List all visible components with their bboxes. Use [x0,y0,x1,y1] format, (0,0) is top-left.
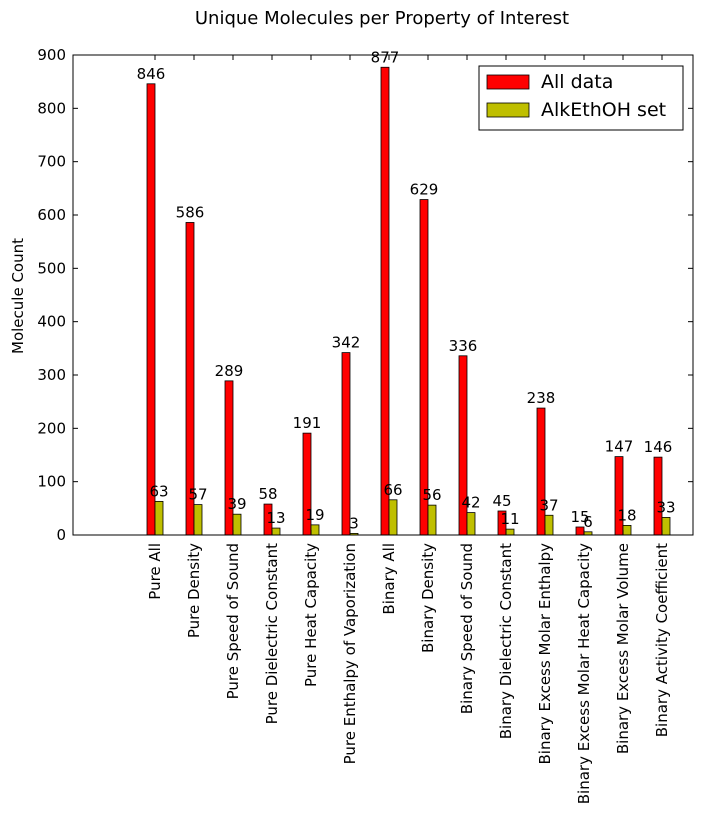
bar-alkethoh-set [427,504,437,536]
bar-all-data [341,352,351,536]
bar-value-label: 336 [449,337,478,355]
x-tick-label: Binary Excess Molar Enthalpy [536,543,554,765]
bar-all-data [419,199,429,536]
bar-all-data [146,83,156,536]
bar-value-label: 15 [570,508,589,526]
legend-label: AlkEthOH set [541,99,666,121]
chart-title: Unique Molecules per Property of Interes… [195,8,569,29]
x-tick-label: Binary Speed of Sound [458,543,476,714]
y-tick-label: 600 [37,206,66,224]
bar-value-label: 33 [656,498,675,516]
x-tick-label: Pure All [146,543,164,600]
y-tick-label: 800 [37,99,66,117]
bar-value-label: 289 [215,362,244,380]
bar-value-label: 42 [461,494,480,512]
bar-value-label: 56 [422,486,441,504]
bar-alkethoh-set [388,499,398,536]
bar-value-label: 66 [383,481,402,499]
bar-value-label: 63 [149,482,168,500]
bar-value-label: 13 [266,509,285,527]
legend: All data AlkEthOH set [478,65,684,131]
y-axis-label: Molecule Count [9,238,27,354]
y-tick-label: 900 [37,46,66,64]
bar-value-label: 586 [176,203,205,221]
legend-label: All data [541,71,613,93]
bar-value-label: 146 [644,438,673,456]
bar-alkethoh-set [505,528,515,536]
legend-swatch [486,102,530,118]
bar-alkethoh-set [232,513,242,536]
bar-value-label: 877 [371,48,400,66]
x-tick-label: Pure Speed of Sound [224,543,242,699]
x-tick-label: Binary Excess Molar Heat Capacity [575,543,593,804]
x-tick-label: Binary Dielectric Constant [497,543,515,739]
bar-value-label: 37 [539,496,558,514]
plot-frame [72,54,694,536]
bar-value-label: 58 [258,485,277,503]
bar-all-data [653,456,663,536]
bar-alkethoh-set [622,525,632,536]
y-tick-label: 100 [37,473,66,491]
y-tick-label: 200 [37,419,66,437]
x-tick-label: Binary Excess Molar Volume [614,543,632,754]
y-tick-label: 300 [37,366,66,384]
bar-all-data [380,66,390,536]
bar-all-data [536,407,546,536]
bar-value-label: 6 [583,513,593,531]
bar-value-label: 846 [137,65,166,83]
bar-value-label: 11 [500,510,519,528]
x-tick-labels: Pure All Pure Density Pure Speed of Sound P… [146,543,671,804]
bar-value-label: 629 [410,181,439,199]
y-tick-label: 700 [37,153,66,171]
x-tick-label: Pure Heat Capacity [302,543,320,687]
bars [146,66,671,536]
bar-value-label: 45 [492,492,511,510]
bar-alkethoh-set [544,514,554,536]
bar-value-label: 18 [617,506,636,524]
legend-swatch [486,74,530,90]
x-tick-label: Binary Density [419,543,437,653]
bar-alkethoh-set [271,527,281,536]
bar-alkethoh-set [193,504,203,536]
x-tick-label: Pure Enthalpy of Vaporization [341,543,359,764]
y-tick-label: 400 [37,313,66,331]
bar-alkethoh-set [154,500,164,536]
bar-value-label: 57 [188,486,207,504]
x-tick-label: Binary All [380,543,398,615]
bar-value-label: 19 [305,506,324,524]
x-tick-label: Pure Density [185,543,203,638]
bar-value-label: 147 [605,438,634,456]
y-tick-label: 500 [37,259,66,277]
bar-value-label: 191 [293,414,322,432]
y-tick-labels: 0 100 200 300 400 500 600 700 800 900 [37,46,66,544]
bar-value-label: 342 [332,334,361,352]
bar-alkethoh-set [310,524,320,536]
x-tick-label: Pure Dielectric Constant [263,543,281,724]
bar-value-label: 39 [227,495,246,513]
bar-value-labels: 846 63 586 57 289 39 58 13 191 19 342 3 877 66 629 56 33… [137,48,676,532]
x-tick-label: Binary Activity Coefficient [653,543,671,737]
axis-ticks [73,54,693,536]
y-tick-label: 0 [56,526,66,544]
bar-value-label: 238 [527,389,556,407]
bar-alkethoh-set [661,517,671,536]
bar-alkethoh-set [466,512,476,536]
bar-value-label: 3 [349,514,359,532]
